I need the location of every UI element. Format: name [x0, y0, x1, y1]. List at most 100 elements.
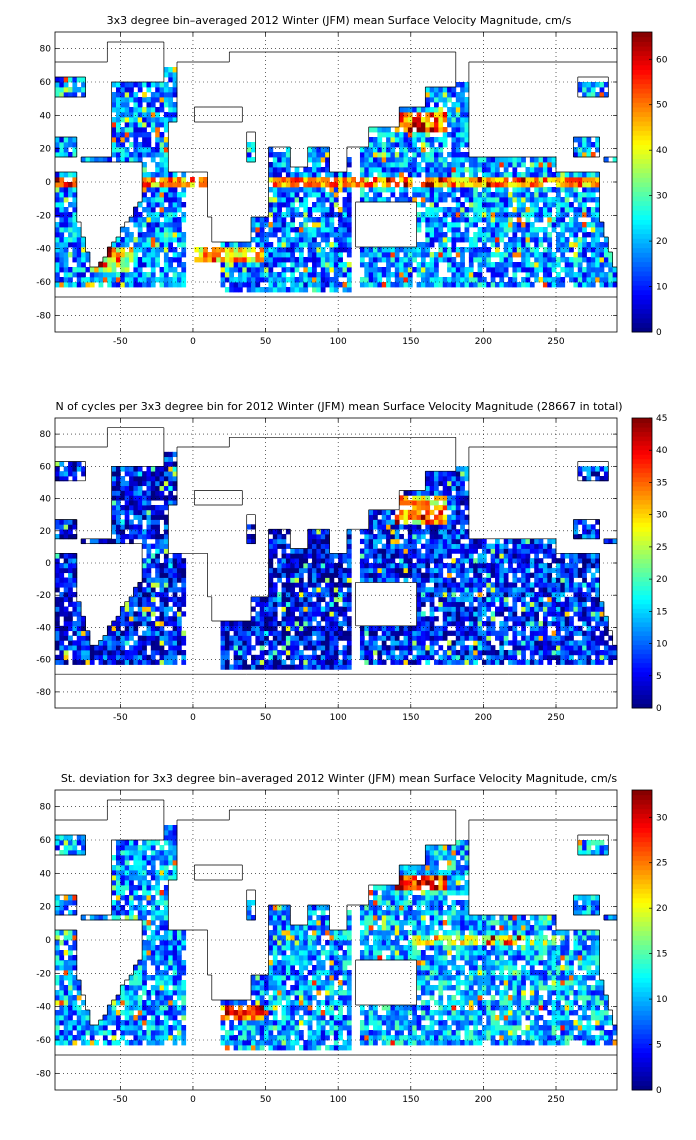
heatmap-cell: [595, 247, 600, 253]
heatmap-cell: [303, 606, 309, 612]
heatmap-cell: [342, 212, 348, 218]
heatmap-cell: [268, 262, 274, 268]
heatmap-cell: [455, 514, 461, 520]
heatmap-cell: [373, 282, 378, 288]
heatmap-cell: [277, 558, 282, 564]
heatmap-cell: [150, 611, 156, 617]
heatmap-cell: [120, 152, 126, 158]
heatmap-cell: [377, 625, 383, 632]
heatmap-cell: [268, 177, 274, 183]
heatmap-cell: [451, 222, 457, 228]
heatmap-cell: [150, 192, 156, 198]
heatmap-cell: [434, 543, 439, 549]
heatmap-cell: [59, 77, 65, 83]
heatmap-cell: [399, 112, 404, 118]
heatmap-cell: [264, 257, 269, 263]
heatmap-cell: [386, 558, 391, 564]
heatmap-cell: [329, 217, 335, 223]
heatmap-cell: [451, 232, 457, 238]
heatmap-cell: [237, 630, 243, 636]
heatmap-cell: [460, 192, 465, 198]
heatmap-cell: [72, 553, 78, 559]
heatmap-cell: [342, 182, 348, 188]
heatmap-cell: [364, 167, 370, 173]
heatmap-cell: [438, 197, 444, 203]
heatmap-cell: [63, 534, 69, 540]
heatmap-cell: [155, 514, 160, 520]
heatmap-cell: [569, 272, 574, 278]
heatmap-cell: [394, 252, 400, 258]
heatmap-cell: [290, 202, 296, 208]
heatmap-cell: [172, 237, 178, 243]
heatmap-cell: [163, 267, 169, 273]
heatmap-cell: [429, 182, 435, 188]
heatmap-cell: [338, 558, 343, 564]
heatmap-cell: [76, 601, 82, 607]
heatmap-cell: [316, 596, 322, 603]
heatmap-cell: [468, 172, 474, 178]
heatmap-cell: [168, 659, 174, 665]
heatmap-cell: [529, 212, 535, 218]
heatmap-cell: [146, 606, 152, 612]
heatmap-cell: [150, 543, 156, 549]
heatmap-cell: [399, 543, 404, 549]
heatmap-cell: [142, 127, 147, 133]
heatmap-cell: [464, 548, 470, 554]
heatmap-cell: [381, 177, 387, 183]
heatmap-cell: [346, 587, 352, 593]
heatmap-cell: [176, 237, 182, 243]
heatmap-cell: [312, 529, 317, 535]
heatmap-cell: [168, 645, 174, 651]
heatmap-cell: [390, 567, 396, 574]
y-tick-label: -80: [36, 311, 51, 321]
heatmap-cell: [582, 222, 587, 228]
heatmap-cell: [447, 611, 452, 617]
heatmap-cell: [137, 650, 143, 656]
heatmap-cell: [516, 242, 522, 248]
heatmap-cell: [163, 621, 169, 627]
heatmap-cell: [464, 112, 470, 118]
heatmap-cell: [386, 630, 391, 636]
colorbar-segment: [632, 60, 652, 66]
heatmap-cell: [451, 654, 457, 661]
heatmap-cell: [547, 267, 553, 273]
heatmap-cell: [525, 267, 531, 273]
heatmap-cell: [333, 611, 339, 617]
heatmap-cell: [176, 272, 182, 278]
heatmap-cell: [564, 187, 570, 193]
heatmap-cell: [490, 616, 496, 622]
heatmap-cell: [442, 553, 448, 559]
heatmap-cell: [455, 563, 461, 569]
heatmap-cell: [255, 664, 261, 670]
heatmap-cell: [320, 282, 326, 288]
heatmap-cell: [590, 232, 596, 238]
heatmap-cell: [307, 567, 313, 574]
heatmap-cell: [464, 97, 470, 103]
heatmap-cell: [146, 87, 152, 93]
heatmap-cell: [346, 529, 352, 535]
heatmap-cell: [133, 247, 139, 253]
heatmap-cell: [277, 596, 282, 603]
heatmap-cell: [55, 262, 60, 268]
heatmap-cell: [399, 107, 404, 113]
heatmap-cell: [412, 162, 417, 168]
heatmap-cell: [55, 212, 60, 218]
heatmap-cell: [434, 257, 439, 263]
heatmap-cell: [159, 117, 165, 123]
heatmap-cell: [307, 543, 313, 549]
heatmap-cell: [268, 650, 274, 656]
heatmap-cell: [59, 577, 65, 583]
heatmap-cell: [551, 172, 557, 178]
heatmap-cell: [272, 272, 278, 278]
heatmap-cell: [294, 582, 300, 588]
heatmap-cell: [259, 267, 265, 273]
heatmap-cell: [120, 645, 126, 651]
heatmap-cell: [346, 277, 352, 283]
heatmap-cell: [168, 247, 174, 253]
heatmap-cell: [124, 514, 130, 520]
heatmap-cell: [481, 242, 487, 248]
heatmap-cell: [325, 558, 330, 564]
heatmap-cell: [281, 640, 287, 646]
heatmap-cell: [399, 147, 404, 153]
heatmap-cell: [412, 563, 417, 569]
